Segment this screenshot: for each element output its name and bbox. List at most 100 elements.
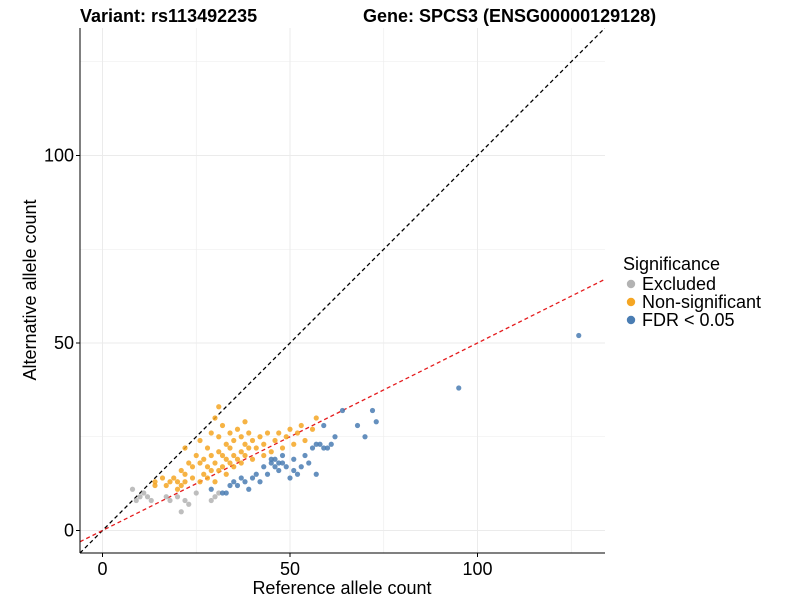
data-point-non-significant <box>178 482 184 489</box>
x-axis-title: Reference allele count <box>252 578 431 598</box>
legend-label: FDR < 0.05 <box>642 310 735 330</box>
data-point-non-significant <box>204 445 211 451</box>
data-point-non-significant <box>238 449 244 455</box>
data-point-non-significant <box>171 475 177 481</box>
data-point-non-significant <box>216 449 222 455</box>
data-points <box>129 332 582 515</box>
data-point-fdr-0-05 <box>291 467 297 474</box>
data-point-non-significant <box>189 475 196 481</box>
data-point-non-significant <box>223 471 229 477</box>
data-point-fdr-0-05 <box>231 479 237 485</box>
data-point-fdr-0-05 <box>272 464 278 470</box>
x-tick-label: 0 <box>97 559 107 579</box>
data-point-fdr-0-05 <box>313 441 319 447</box>
data-point-non-significant <box>182 445 188 451</box>
data-point-excluded <box>163 494 169 500</box>
data-point-fdr-0-05 <box>238 475 244 481</box>
data-point-fdr-0-05 <box>219 490 226 496</box>
data-point-non-significant <box>246 445 252 451</box>
axis-ticks: 0 50 100 0 50 100 <box>44 146 493 580</box>
data-point-fdr-0-05 <box>276 460 282 466</box>
data-point-non-significant <box>227 445 233 451</box>
legend-label: Non-significant <box>642 292 761 312</box>
data-point-non-significant <box>287 426 293 432</box>
data-point-excluded <box>129 486 136 492</box>
data-point-non-significant <box>197 479 203 485</box>
y-tick-label: 0 <box>64 521 74 541</box>
data-point-fdr-0-05 <box>257 479 263 485</box>
data-point-non-significant <box>249 437 256 444</box>
data-point-fdr-0-05 <box>276 467 282 474</box>
data-point-non-significant <box>212 460 218 466</box>
data-point-fdr-0-05 <box>321 445 327 451</box>
data-point-non-significant <box>197 437 203 444</box>
data-point-non-significant <box>238 434 244 440</box>
data-point-non-significant <box>257 434 263 440</box>
data-point-fdr-0-05 <box>332 434 338 440</box>
data-point-fdr-0-05 <box>268 456 274 462</box>
gene-title: Gene: SPCS3 (ENSG00000129128) <box>363 6 656 26</box>
data-point-non-significant <box>219 452 226 459</box>
data-point-fdr-0-05 <box>279 452 286 459</box>
data-point-excluded <box>133 497 139 504</box>
legend-key <box>626 279 636 289</box>
data-point-fdr-0-05 <box>264 471 271 477</box>
data-point-excluded <box>193 490 199 496</box>
identity-line <box>80 28 605 553</box>
data-point-fdr-0-05 <box>354 422 361 429</box>
data-point-non-significant <box>227 430 233 436</box>
data-point-excluded <box>174 494 181 500</box>
data-point-fdr-0-05 <box>313 471 319 477</box>
data-point-non-significant <box>276 430 282 436</box>
data-point-excluded <box>141 490 147 496</box>
data-point-non-significant <box>201 456 207 462</box>
data-point-non-significant <box>204 475 211 481</box>
y-axis-title: Alternative allele count <box>20 199 40 380</box>
data-point-non-significant <box>242 419 248 425</box>
data-point-non-significant <box>219 464 226 470</box>
data-point-fdr-0-05 <box>268 460 274 466</box>
data-point-fdr-0-05 <box>373 419 379 425</box>
data-point-excluded <box>208 497 214 504</box>
data-point-non-significant <box>197 460 203 466</box>
data-point-non-significant <box>201 471 207 477</box>
data-point-fdr-0-05 <box>249 475 256 481</box>
data-point-fdr-0-05 <box>283 464 289 470</box>
data-point-non-significant <box>216 434 222 440</box>
data-point-non-significant <box>193 452 199 459</box>
data-point-non-significant <box>204 464 211 470</box>
data-point-non-significant <box>223 441 229 447</box>
data-point-non-significant <box>178 467 184 474</box>
data-point-non-significant <box>212 479 218 485</box>
legend-label: Excluded <box>642 274 716 294</box>
data-point-excluded <box>178 509 184 515</box>
data-point-non-significant <box>159 475 166 481</box>
data-point-non-significant <box>313 415 319 421</box>
data-point-fdr-0-05 <box>576 332 582 339</box>
data-point-non-significant <box>272 437 278 444</box>
reference-lines <box>80 28 605 553</box>
data-point-non-significant <box>227 460 233 466</box>
data-point-non-significant <box>231 437 237 444</box>
data-point-non-significant <box>246 430 252 436</box>
data-point-excluded <box>148 497 154 504</box>
legend: Significance ExcludedNon-significantFDR … <box>623 254 761 330</box>
data-point-excluded <box>212 494 218 500</box>
data-point-non-significant <box>186 460 192 466</box>
gridlines <box>80 28 605 553</box>
data-point-non-significant <box>242 452 248 459</box>
data-point-non-significant <box>223 456 229 462</box>
data-point-non-significant <box>261 452 267 459</box>
data-point-fdr-0-05 <box>261 464 267 470</box>
data-point-fdr-0-05 <box>287 475 293 481</box>
data-point-fdr-0-05 <box>294 471 301 477</box>
data-point-non-significant <box>234 456 241 462</box>
legend-key <box>626 297 636 307</box>
data-point-excluded <box>186 501 192 507</box>
data-point-non-significant <box>309 426 316 432</box>
x-tick-label: 100 <box>462 559 492 579</box>
data-point-fdr-0-05 <box>246 486 252 492</box>
data-point-non-significant <box>302 437 308 444</box>
data-point-non-significant <box>208 430 214 436</box>
data-point-non-significant <box>264 430 271 436</box>
